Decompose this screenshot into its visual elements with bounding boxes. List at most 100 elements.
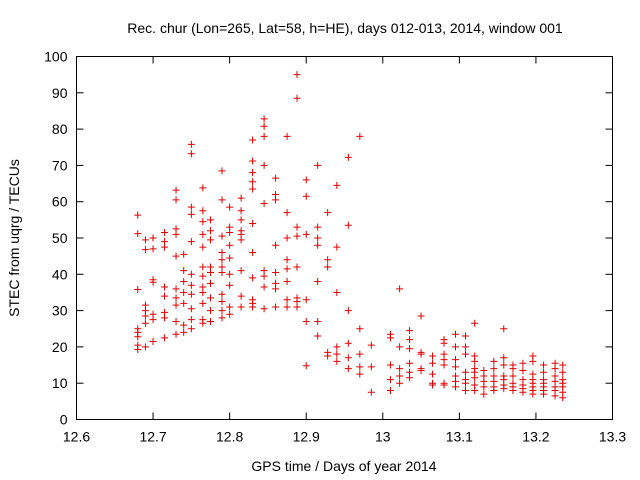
data-point-plus-marker (324, 209, 332, 217)
x-tick-label: 12.7 (139, 429, 166, 445)
data-point-plus-marker (406, 359, 414, 367)
data-point-plus-marker (187, 325, 195, 333)
data-point-plus-marker (199, 299, 207, 307)
data-point-plus-marker (302, 296, 310, 304)
data-point-plus-marker (529, 390, 537, 398)
data-point-plus-marker (172, 294, 180, 302)
data-point-plus-marker (519, 359, 527, 367)
data-point-plus-marker (356, 350, 364, 358)
data-point-plus-marker (293, 303, 301, 311)
data-point-plus-marker (172, 196, 180, 204)
data-point-plus-marker (141, 312, 149, 320)
data-point-plus-marker (237, 303, 245, 311)
data-point-plus-marker (396, 379, 404, 387)
data-point-plus-marker (172, 301, 180, 309)
data-point-plus-marker (333, 288, 341, 296)
data-point-plus-marker (480, 390, 488, 398)
data-point-plus-marker (272, 241, 280, 249)
data-point-plus-marker (218, 298, 226, 306)
data-point-plus-marker (452, 383, 460, 391)
data-point-plus-marker (324, 256, 332, 264)
y-tick-label: 60 (52, 194, 68, 210)
data-point-plus-marker (293, 71, 301, 79)
data-point-plus-marker (180, 278, 188, 286)
data-point-plus-marker (344, 354, 352, 362)
data-point-plus-marker (249, 249, 257, 257)
data-point-plus-marker (249, 274, 257, 282)
x-tick-label: 13.2 (522, 429, 549, 445)
data-point-plus-marker (367, 388, 375, 396)
data-point-plus-marker (452, 363, 460, 371)
data-point-plus-marker (283, 303, 291, 311)
data-point-plus-marker (540, 368, 548, 376)
data-point-plus-marker (199, 319, 207, 327)
data-point-plus-marker (218, 290, 226, 298)
data-point-plus-marker (218, 167, 226, 175)
data-point-plus-marker (226, 254, 234, 262)
data-point-plus-marker (272, 303, 280, 311)
data-point-plus-marker (141, 319, 149, 327)
data-point-plus-marker (356, 132, 364, 140)
data-point-plus-marker (272, 196, 280, 204)
data-point-plus-marker (260, 132, 268, 140)
data-point-plus-marker (417, 312, 425, 320)
data-point-plus-marker (226, 303, 234, 311)
data-point-plus-marker (324, 352, 332, 360)
x-tick-label: 13.1 (446, 429, 473, 445)
data-point-plus-marker (226, 241, 234, 249)
data-point-plus-marker (314, 241, 322, 249)
data-point-plus-marker (218, 256, 226, 264)
x-tick-label: 12.8 (216, 429, 243, 445)
data-point-plus-marker (207, 317, 214, 325)
data-point-plus-marker (293, 94, 301, 102)
data-point-plus-marker (367, 341, 375, 349)
data-point-plus-marker (207, 294, 214, 302)
data-point-plus-marker (509, 372, 517, 380)
data-point-plus-marker (302, 176, 310, 184)
data-point-plus-marker (180, 288, 188, 296)
data-point-plus-marker (396, 365, 404, 373)
data-point-plus-marker (260, 283, 268, 291)
data-point-plus-marker (141, 343, 149, 351)
data-point-plus-marker (344, 221, 352, 229)
data-point-plus-marker (260, 305, 268, 313)
data-point-plus-marker (283, 234, 291, 242)
data-point-plus-marker (283, 256, 291, 264)
data-point-plus-marker (559, 368, 567, 376)
chart-title: Rec. chur (Lon=265, Lat=58, h=HE), days … (127, 20, 563, 36)
data-point-plus-marker (540, 361, 548, 369)
data-point-plus-marker (314, 223, 322, 231)
data-point-plus-marker (161, 292, 169, 300)
data-point-plus-marker (490, 386, 498, 394)
data-point-plus-marker (429, 359, 437, 367)
data-point-plus-marker (519, 366, 527, 374)
data-point-plus-marker (471, 386, 479, 394)
data-point-plus-marker (180, 267, 188, 275)
data-point-plus-marker (314, 332, 322, 340)
data-point-plus-marker (226, 281, 234, 289)
data-point-plus-marker (333, 343, 341, 351)
data-point-plus-marker (302, 230, 310, 238)
data-point-plus-marker (207, 216, 214, 224)
data-point-plus-marker (187, 290, 195, 298)
data-point-plus-marker (199, 243, 207, 251)
x-tick-label: 13 (375, 429, 391, 445)
data-point-plus-marker (540, 390, 548, 398)
data-point-plus-marker (344, 307, 352, 315)
data-point-plus-marker (226, 229, 234, 237)
data-point-plus-marker (500, 361, 508, 369)
data-point-plus-marker (226, 310, 234, 318)
data-point-plus-marker (249, 178, 257, 186)
data-point-plus-marker (237, 267, 245, 275)
data-point-plus-marker (172, 330, 180, 338)
data-point-plus-marker (490, 365, 498, 373)
data-point-plus-marker (283, 209, 291, 217)
y-tick-label: 70 (52, 157, 68, 173)
data-point-plus-marker (509, 386, 517, 394)
data-point-plus-marker (161, 334, 169, 342)
data-point-plus-marker (314, 234, 322, 242)
data-point-plus-marker (396, 285, 404, 293)
data-point-plus-marker (237, 236, 245, 244)
data-point-plus-marker (187, 150, 195, 158)
